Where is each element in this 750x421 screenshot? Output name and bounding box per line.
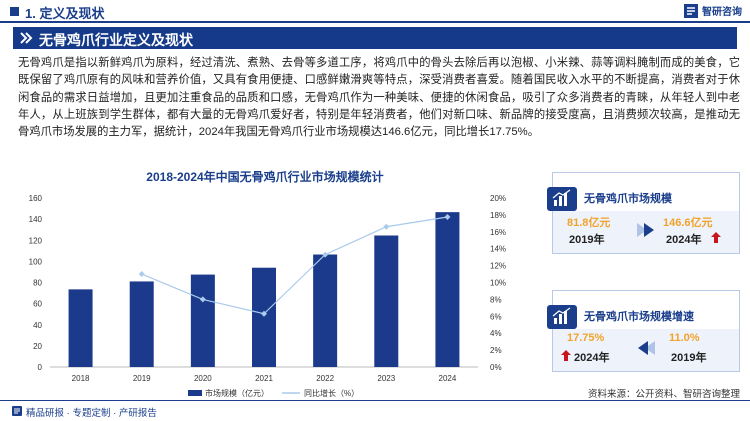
up-arrow-icon xyxy=(711,232,721,243)
bar xyxy=(435,212,460,367)
card-right-year: 2024年 xyxy=(666,234,702,246)
page-title: 无骨鸡爪行业定义及现状 xyxy=(39,32,193,48)
bar-chart-icon xyxy=(547,305,577,329)
top-header: 1. 定义及现状 智研咨询 xyxy=(0,0,750,22)
growth-line xyxy=(141,216,448,315)
growth-point xyxy=(199,296,206,303)
source-note: 资料来源：公开资料、智研咨询整理 xyxy=(587,389,740,400)
title-banner: 无骨鸡爪行业定义及现状 xyxy=(13,27,737,49)
y-left-tick-label: 20 xyxy=(33,342,42,351)
y-left-tick-label: 80 xyxy=(33,279,42,288)
x-tick-label: 2023 xyxy=(377,374,395,383)
card-left-value: 81.8亿元 xyxy=(567,217,611,229)
y-right-tick-label: 8% xyxy=(490,295,502,304)
market-size-card: 无骨鸡爪市场规模 81.8亿元 2019年 146.6亿元 2024年 xyxy=(547,172,740,254)
bar-chart-icon xyxy=(547,187,577,211)
brand-logo-text: 智研咨询 xyxy=(702,7,742,18)
card-title: 无骨鸡爪市场规模 xyxy=(584,193,672,205)
section-marker xyxy=(10,7,19,16)
growth-rate-card: 无骨鸡爪市场规模增速 17.75% 2024年 11.0% 2019年 xyxy=(547,290,740,372)
growth-point xyxy=(444,214,451,221)
card-right-value: 146.6亿元 xyxy=(663,217,713,229)
y-right-tick-label: 14% xyxy=(490,245,506,254)
y-left-tick-label: 160 xyxy=(29,194,43,203)
arrow-left-icon xyxy=(638,341,655,355)
y-right-tick-label: 16% xyxy=(490,228,506,237)
y-right-tick-label: 6% xyxy=(490,312,502,321)
chart-title: 2018-2024年中国无骨鸡爪行业市场规模统计 xyxy=(146,170,384,184)
y-right-tick-label: 4% xyxy=(490,329,502,338)
x-tick-label: 2024 xyxy=(439,374,457,383)
legend-bar-label: 市场规模（亿元） xyxy=(205,388,269,398)
card-title: 无骨鸡爪市场规模增速 xyxy=(584,311,694,323)
y-right-tick-label: 10% xyxy=(490,279,506,288)
x-tick-label: 2022 xyxy=(316,374,334,383)
x-tick-label: 2019 xyxy=(133,374,151,383)
brand-logo-icon xyxy=(684,3,698,18)
bar xyxy=(190,274,215,367)
x-tick-label: 2018 xyxy=(72,374,90,383)
x-tick-label: 2021 xyxy=(255,374,273,383)
bar xyxy=(252,267,276,367)
growth-point xyxy=(322,251,329,258)
y-right-tick-label: 18% xyxy=(490,211,506,220)
arrow-right-icon xyxy=(637,223,654,237)
y-right-tick-label: 0% xyxy=(490,363,502,372)
card-body: 17.75% 2024年 11.0% 2019年 xyxy=(553,329,739,371)
y-right-tick-label: 2% xyxy=(490,346,502,355)
section-title: 1. 定义及现状 xyxy=(25,6,105,21)
footer: 精品研报 · 专题定制 · 产研报告 xyxy=(0,400,750,421)
bar xyxy=(129,281,154,367)
legend-bar-swatch xyxy=(188,390,202,396)
y-left-tick-label: 120 xyxy=(29,236,43,245)
y-left-tick-label: 0 xyxy=(38,363,43,372)
footer-text: 精品研报 · 专题定制 · 产研报告 xyxy=(26,408,157,419)
header-divider xyxy=(0,21,750,23)
bar xyxy=(313,254,338,367)
double-chevron-icon xyxy=(20,32,33,44)
x-tick-label: 2020 xyxy=(194,374,212,383)
card-left-year: 2019年 xyxy=(569,234,605,246)
card-body: 81.8亿元 2019年 146.6亿元 2024年 xyxy=(553,211,739,253)
card-right-value: 11.0% xyxy=(669,332,700,344)
y-left-tick-label: 60 xyxy=(33,300,42,309)
y-right-tick-label: 20% xyxy=(490,194,506,203)
y-left-tick-label: 100 xyxy=(29,257,43,266)
report-icon xyxy=(12,406,22,416)
up-arrow-icon xyxy=(561,350,571,361)
y-left-tick-label: 140 xyxy=(29,215,43,224)
card-left-year: 2024年 xyxy=(574,352,610,364)
bar xyxy=(68,289,93,367)
growth-point xyxy=(138,271,145,278)
market-size-chart: 0 20 40 60 80 100 120 140 160 0% 2% 4% 6% 8% 10% 12% 14%… xyxy=(29,194,506,398)
brand-logo: 智研咨询 xyxy=(684,3,742,18)
intro-paragraph: 无骨鸡爪是指以新鲜鸡爪为原料，经过清洗、煮熟、去骨等多道工序，将鸡爪中的骨头去除… xyxy=(18,57,740,139)
y-left-tick-label: 40 xyxy=(33,321,42,330)
footer-divider xyxy=(0,400,750,401)
growth-point xyxy=(261,310,267,317)
card-right-year: 2019年 xyxy=(671,352,707,364)
growth-point xyxy=(383,223,390,230)
legend-line-label: 同比增长（%） xyxy=(304,388,359,398)
bar xyxy=(374,235,399,367)
card-left-value: 17.75% xyxy=(567,332,605,344)
y-right-tick-label: 12% xyxy=(490,262,506,271)
